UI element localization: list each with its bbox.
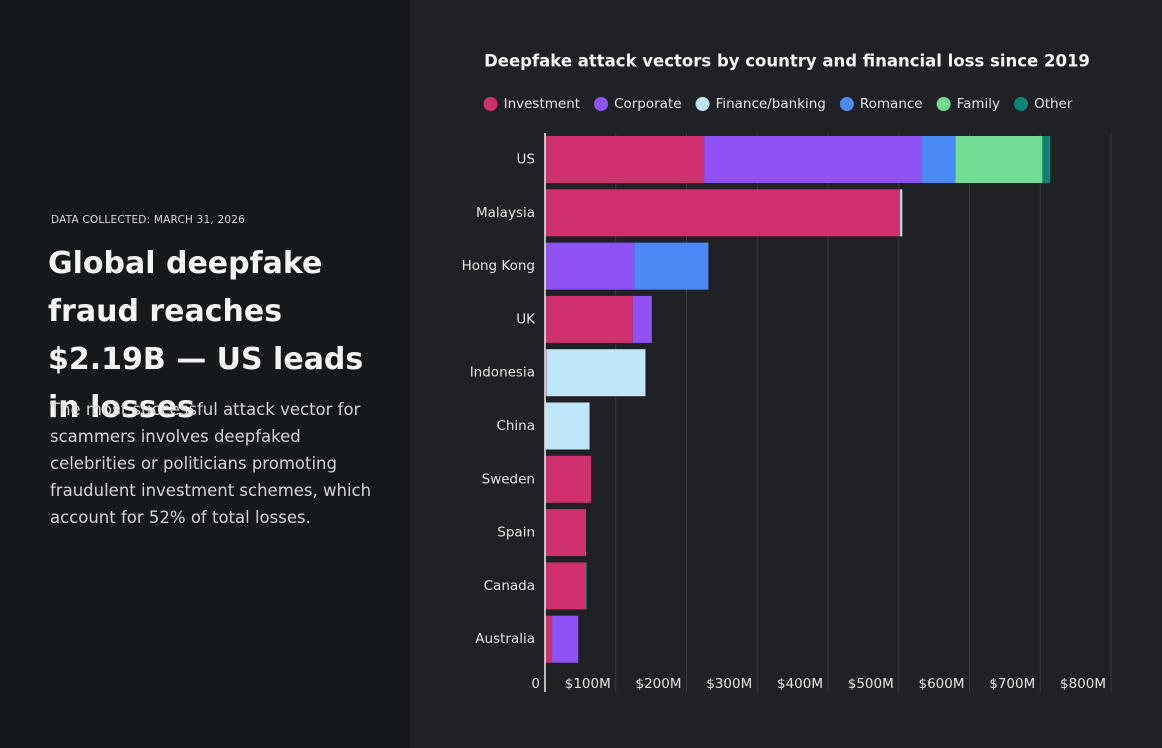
bar-segment (545, 455, 591, 503)
legend-item: Romance (839, 96, 923, 112)
x-tick-label: $400M (777, 676, 823, 692)
headline: Global deepfake fraud reaches $2.19B — U… (48, 246, 364, 425)
bar-segment (546, 349, 646, 397)
x-tick-label: $700M (989, 676, 1035, 692)
legend-swatch (936, 97, 951, 111)
side-panel: DATA COLLECTED: MARCH 31, 2026 Global de… (0, 0, 410, 748)
bar-segment (545, 615, 553, 663)
bar-segment (1042, 136, 1051, 183)
x-tick-label: $100M (565, 676, 611, 692)
x-tick-label: $800M (1060, 676, 1106, 692)
y-tick-label: Hong Kong (462, 258, 535, 274)
legend-item: Finance/banking (695, 96, 826, 112)
legend-swatch (839, 97, 854, 111)
legend-item: Corporate (594, 96, 682, 112)
legend-label: Investment (504, 96, 580, 112)
legend-item: Family (936, 96, 1000, 112)
bar-segment (545, 242, 635, 290)
x-tick-label: $500M (848, 676, 894, 692)
y-tick-label: Indonesia (470, 365, 535, 381)
legend-label: Romance (860, 96, 923, 112)
y-tick-label: UK (516, 311, 536, 327)
bar-segment (955, 136, 1043, 183)
x-tick-label: 0 (531, 676, 540, 692)
y-tick-label: US (517, 152, 535, 168)
bar-segment (545, 136, 705, 183)
legend-swatch (1014, 97, 1029, 111)
y-tick-label: Canada (484, 578, 535, 594)
chart-title: Deepfake attack vectors by country and f… (484, 52, 1090, 71)
data-note: DATA COLLECTED: MARCH 31, 2026 (51, 214, 245, 226)
legend-label: Corporate (614, 96, 682, 112)
bar-segment (545, 189, 901, 237)
bar-segment (634, 242, 709, 290)
legend-swatch (695, 97, 710, 111)
bar-segment (900, 189, 903, 237)
y-tick-label: Sweden (482, 471, 535, 487)
legend-item: Investment (483, 96, 580, 112)
legend-label: Family (957, 96, 1000, 112)
x-tick-label: $300M (706, 676, 752, 692)
bar-segment (632, 295, 652, 343)
bar-segment (552, 615, 579, 663)
legend-label: Other (1034, 96, 1073, 112)
legend-swatch (483, 97, 498, 111)
bar-segment (545, 295, 633, 343)
legend-label: Finance/banking (716, 96, 826, 112)
bar-segment (545, 562, 587, 610)
summary: The most successful attack vector for sc… (50, 400, 372, 527)
y-tick-label: Australia (475, 631, 535, 647)
y-tick-label: Malaysia (476, 205, 535, 221)
y-tick-label: Spain (497, 525, 535, 541)
bar-segment (586, 562, 587, 610)
legend-item: Other (1014, 96, 1073, 112)
legend-swatch (594, 97, 609, 111)
bar-segment (704, 136, 922, 183)
x-tick-label: $200M (635, 676, 681, 692)
y-tick-label: China (496, 418, 535, 434)
bar-segment (545, 509, 587, 557)
bar-segment (921, 136, 956, 183)
x-tick-label: $600M (918, 676, 964, 692)
bar-segment (545, 402, 590, 450)
